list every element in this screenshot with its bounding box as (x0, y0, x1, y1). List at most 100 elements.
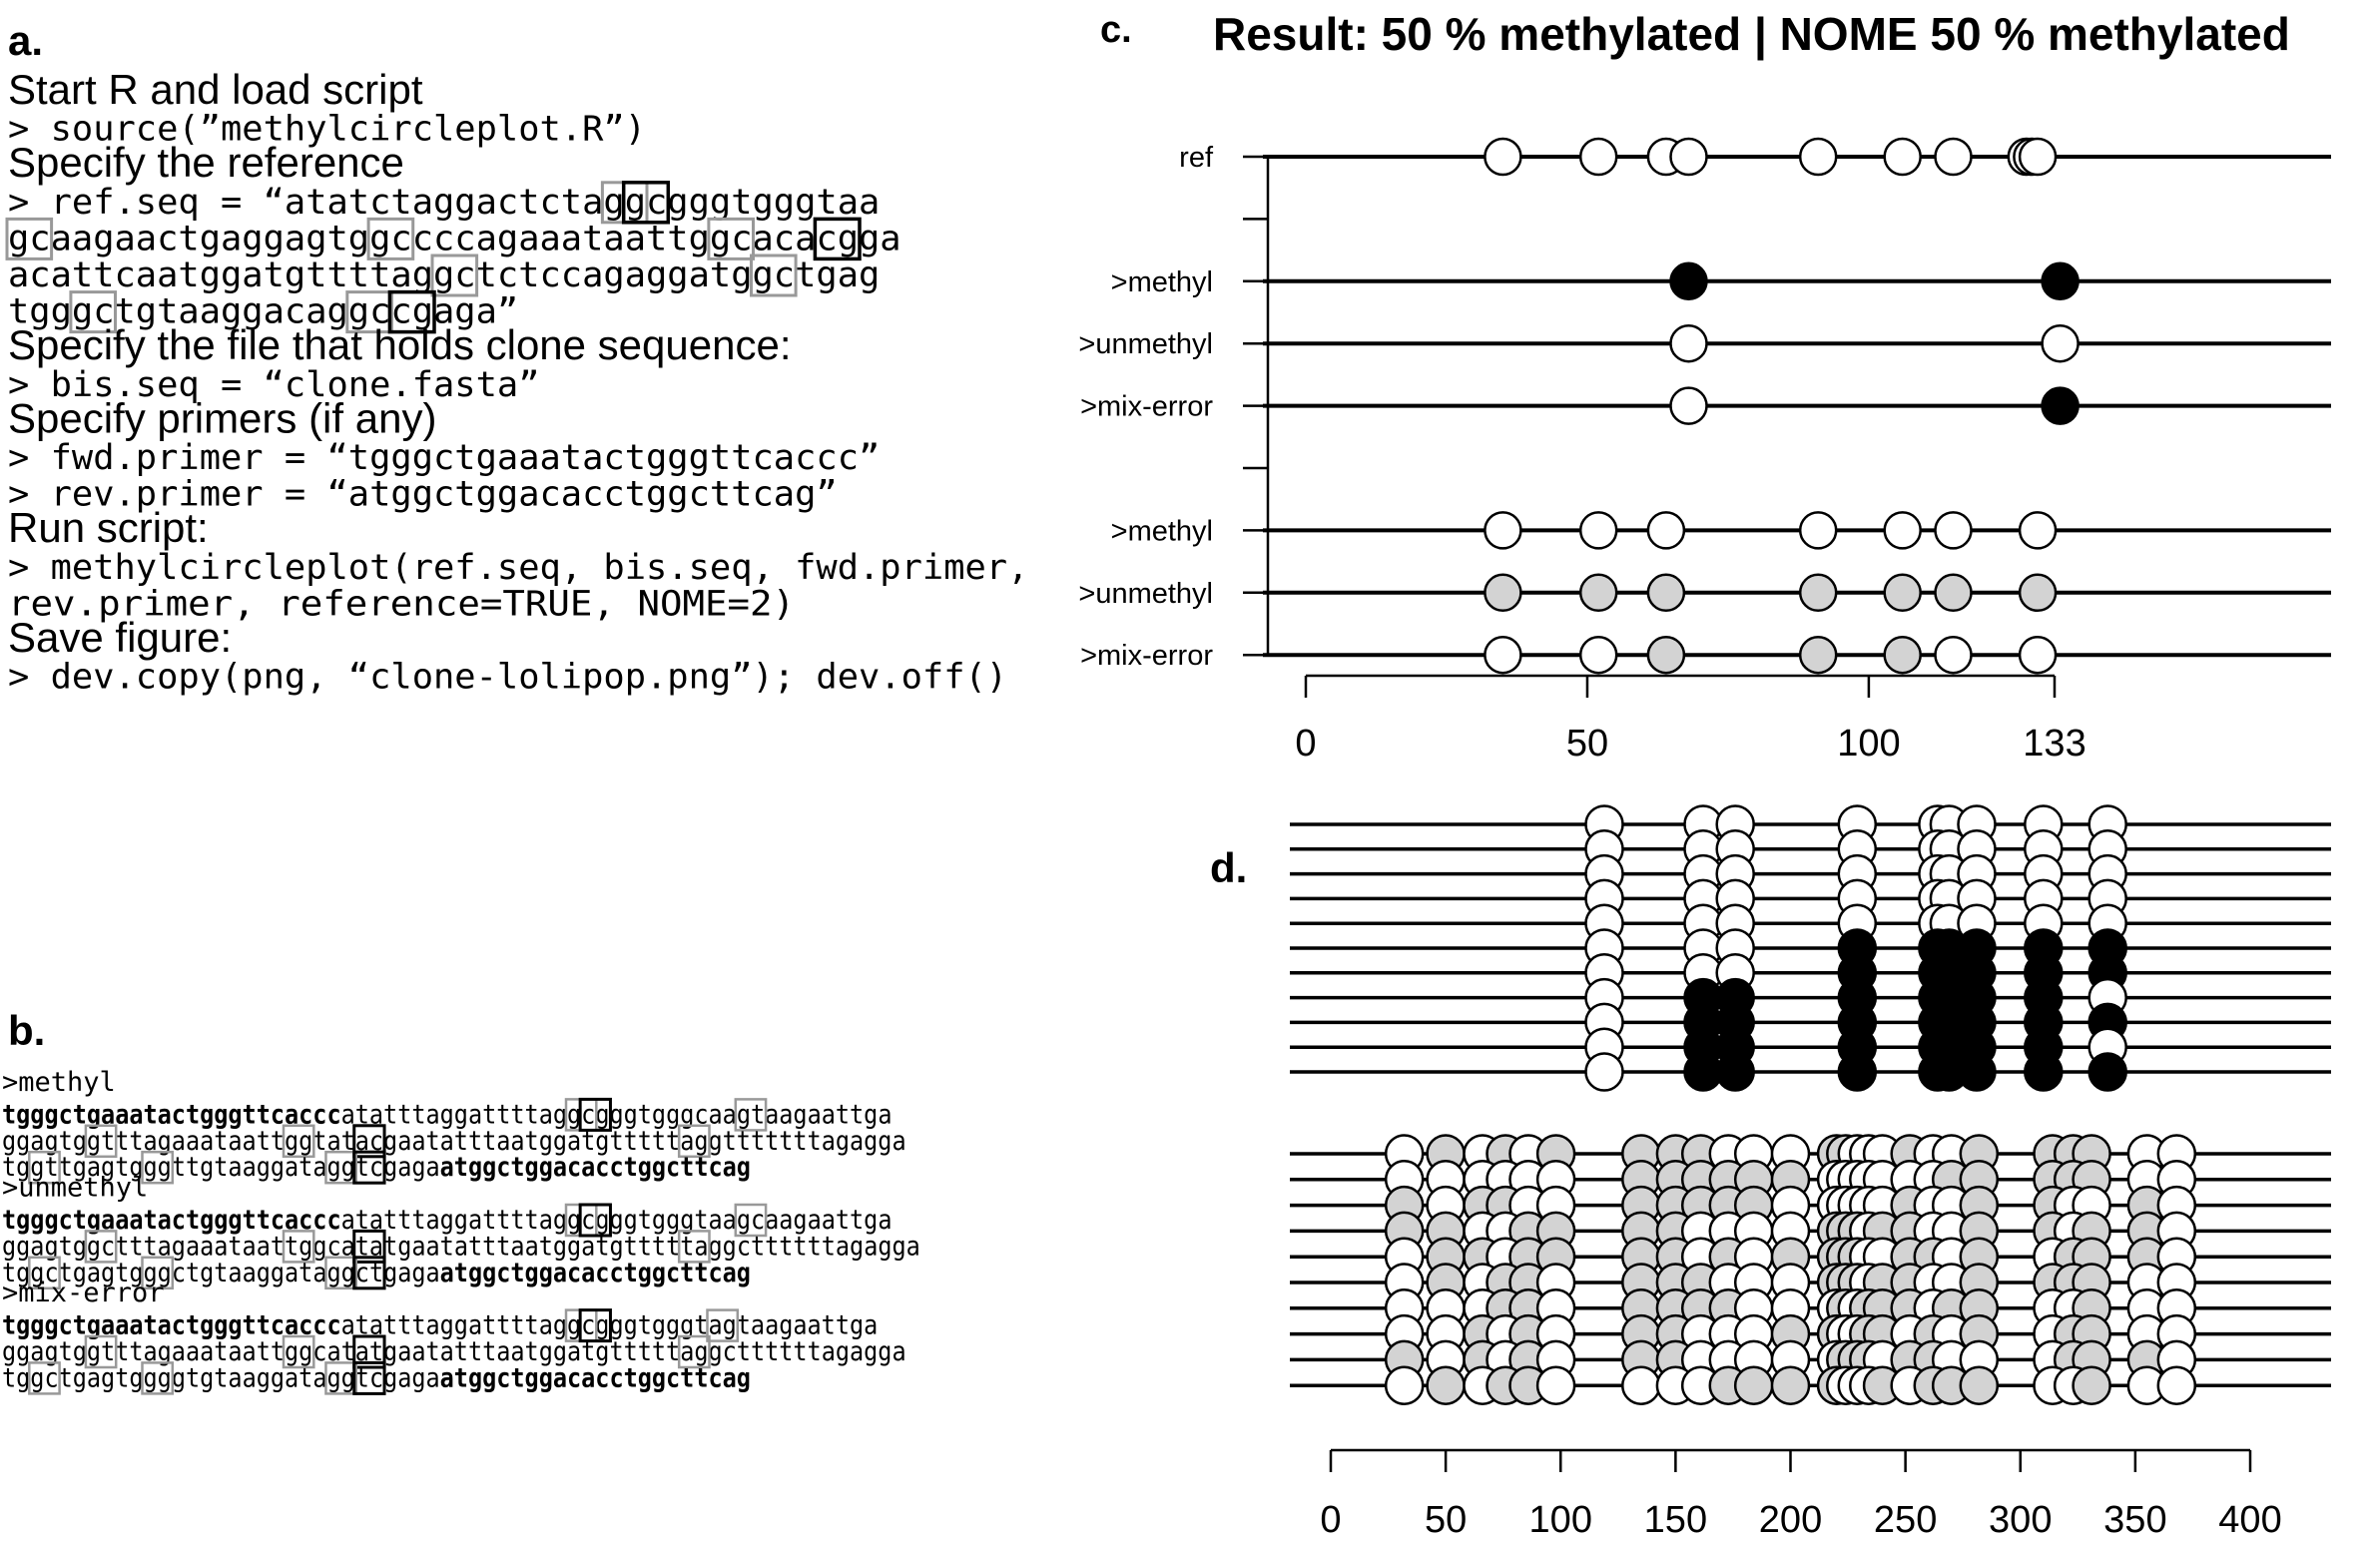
panel-c-cpg-circle (1646, 573, 1686, 613)
cpg-box (324, 1361, 358, 1395)
panel-c-cpg-circle (1934, 635, 1973, 675)
panel-d-x-tick-label: 350 (2103, 1499, 2166, 1541)
panel-c-lollipop-plot: Result: 50 % methylated | NOME 50 % meth… (1078, 8, 2331, 765)
panel-c-cpg-circle (1798, 511, 1838, 550)
panel-c-cpg-circle (1669, 261, 1708, 301)
cpg-box (345, 290, 393, 334)
panel-b-record-header: >unmethyl (2, 1173, 148, 1204)
panel-c-cpg-circle (1484, 573, 1522, 613)
panel-c-cpg-circle (1798, 137, 1838, 177)
panel-b-sequence-segment: atatttaggattttaggcgggtgggcaagtaagaattga (341, 1099, 892, 1130)
panel-d-x-tick-label: 400 (2218, 1499, 2281, 1541)
cpg-box (352, 1360, 386, 1395)
panel-d-x-tick-label: 100 (1529, 1499, 1592, 1541)
panel-d-bottom-cpg-circle (2156, 1365, 2197, 1405)
cpg-box (141, 1256, 175, 1290)
panel-a-code-line: > source(”methylcircleplot.R”) (8, 110, 646, 150)
panel-c-title: Result: 50 % methylated | NOME 50 % meth… (1213, 8, 2290, 60)
cpg-box (621, 181, 671, 225)
panel-c-cpg-circle (1934, 511, 1973, 550)
panel-label-d: d. (1210, 844, 1247, 891)
panel-c-cpg-circle (1484, 511, 1522, 550)
panel-d-lollipop-plot: 0 50 100 150 200 250 300 350 400 (1290, 804, 2331, 1541)
panel-d-top-cpg-circle (1715, 1052, 1755, 1092)
cpg-box (677, 1230, 711, 1264)
panel-label-b: b. (8, 1007, 45, 1054)
panel-a-heading: Run script: (8, 504, 209, 551)
panel-c-cpg-circle (2041, 323, 2080, 363)
panel-c-cpg-circle (1883, 573, 1922, 613)
panel-c-row-label: >methyl (1111, 515, 1213, 547)
panel-c-cpg-circle (1484, 635, 1522, 675)
panel-a-heading: Save figure: (8, 614, 232, 661)
cpg-box (578, 1097, 612, 1132)
cpg-box (282, 1124, 315, 1159)
panel-c-row-label: >unmethyl (1078, 578, 1213, 610)
panel-c-cpg-circle (1669, 386, 1708, 425)
panel-a-code-line: > ref.seq = “atatctaggactctaggcgggtgggta… (8, 183, 880, 223)
panel-d-x-tick-label: 0 (1320, 1499, 1341, 1541)
panel-c-x-tick-label: 133 (2023, 723, 2085, 765)
cpg-box (282, 1230, 315, 1264)
cpg-box (578, 1203, 612, 1238)
panel-b-sequence-segment: tggttgagtgggttgtaaggataggtcgaga (2, 1152, 440, 1183)
panel-b-sequence-segment: tggctgagtggggtgtaaggataggtcgaga (2, 1362, 440, 1393)
panel-d-bottom-cpg-circle (1733, 1365, 1774, 1405)
panel-d-top-cpg-circle (2087, 1052, 2127, 1092)
cpg-box (366, 217, 415, 260)
panel-a-heading: Specify the file that holds clone sequen… (8, 321, 792, 368)
cpg-box (5, 217, 54, 260)
panel-c-cpg-circle (2018, 635, 2058, 675)
panel-c-cpg-circle (2018, 511, 2058, 550)
cpg-box (677, 1124, 711, 1159)
panel-d-bottom-cpg-circle (1959, 1365, 2000, 1405)
cpg-box (141, 1361, 175, 1395)
cpg-box (324, 1256, 358, 1290)
panel-d-x-tick-label: 150 (1644, 1499, 1707, 1541)
panel-a-code-line: > dev.copy(png, “clone-lolipop.png”); de… (8, 658, 1007, 698)
panel-c-cpg-circle (1578, 635, 1618, 675)
cpg-box (352, 1229, 386, 1264)
panel-c-cpg-circle (1484, 137, 1522, 177)
panel-d-top-cpg-circle (1837, 1052, 1878, 1092)
panel-b-record-header: >mix-error (2, 1278, 165, 1308)
panel-c-cpg-circle (1578, 137, 1618, 177)
panel-a-code-line: rev.primer, reference=TRUE, NOME=2) (8, 584, 795, 624)
cpg-box (28, 1256, 61, 1290)
panel-a-code-line: acattcaatggatgttttaggctctccagaggatggctga… (8, 256, 880, 295)
panel-c-cpg-circle (1669, 323, 1708, 363)
panel-c-cpg-circle (2018, 137, 2058, 177)
cpg-box (352, 1256, 386, 1290)
cpg-box (84, 1230, 118, 1264)
panel-c-cpg-circle (1578, 573, 1618, 613)
panel-label-c: c. (1100, 9, 1132, 51)
panel-d-bottom-cpg-circle (1535, 1365, 1576, 1405)
panel-c-row-label: >unmethyl (1078, 328, 1213, 360)
panel-a-heading: Specify primers (if any) (8, 394, 436, 441)
panel-c-row-label: >mix-error (1080, 640, 1213, 672)
panel-c-cpg-circle (2018, 573, 2058, 613)
cpg-box (750, 254, 798, 297)
panel-c-cpg-circle (1669, 137, 1708, 177)
panel-c-cpg-circle (1798, 635, 1838, 675)
panel-b-sequence-segment: atatttaggattttaggcgggtgggtaagcaagaattga (341, 1205, 892, 1236)
panel-d-x-tick-label: 300 (1989, 1499, 2052, 1541)
cpg-box (141, 1150, 175, 1185)
panel-d-top-cpg-circle (1584, 1052, 1624, 1092)
cpg-box (734, 1203, 768, 1238)
panel-c-cpg-circle (1578, 511, 1618, 550)
panel-c-cpg-circle (1646, 635, 1686, 675)
panel-c-row-label: ref (1179, 142, 1214, 174)
panel-c-row-label: >methyl (1111, 266, 1213, 298)
panel-d-top-cpg-circle (2024, 1052, 2064, 1092)
panel-c-row-label: >mix-error (1080, 391, 1213, 423)
panel-c-cpg-circle (1798, 573, 1838, 613)
cpg-box (69, 290, 117, 334)
panel-c-x-tick-label: 100 (1837, 723, 1900, 765)
panel-b-sequence-segment: tggctgagtgggctgtaaggataggctgaga (2, 1258, 440, 1288)
panel-label-a: a. (8, 17, 43, 64)
panel-a-code-line: > fwd.primer = “tgggctgaaatactgggttcaccc… (8, 438, 880, 478)
panel-d-bottom-cpg-circle (1426, 1365, 1466, 1405)
panel-c-cpg-circle (1883, 635, 1922, 675)
